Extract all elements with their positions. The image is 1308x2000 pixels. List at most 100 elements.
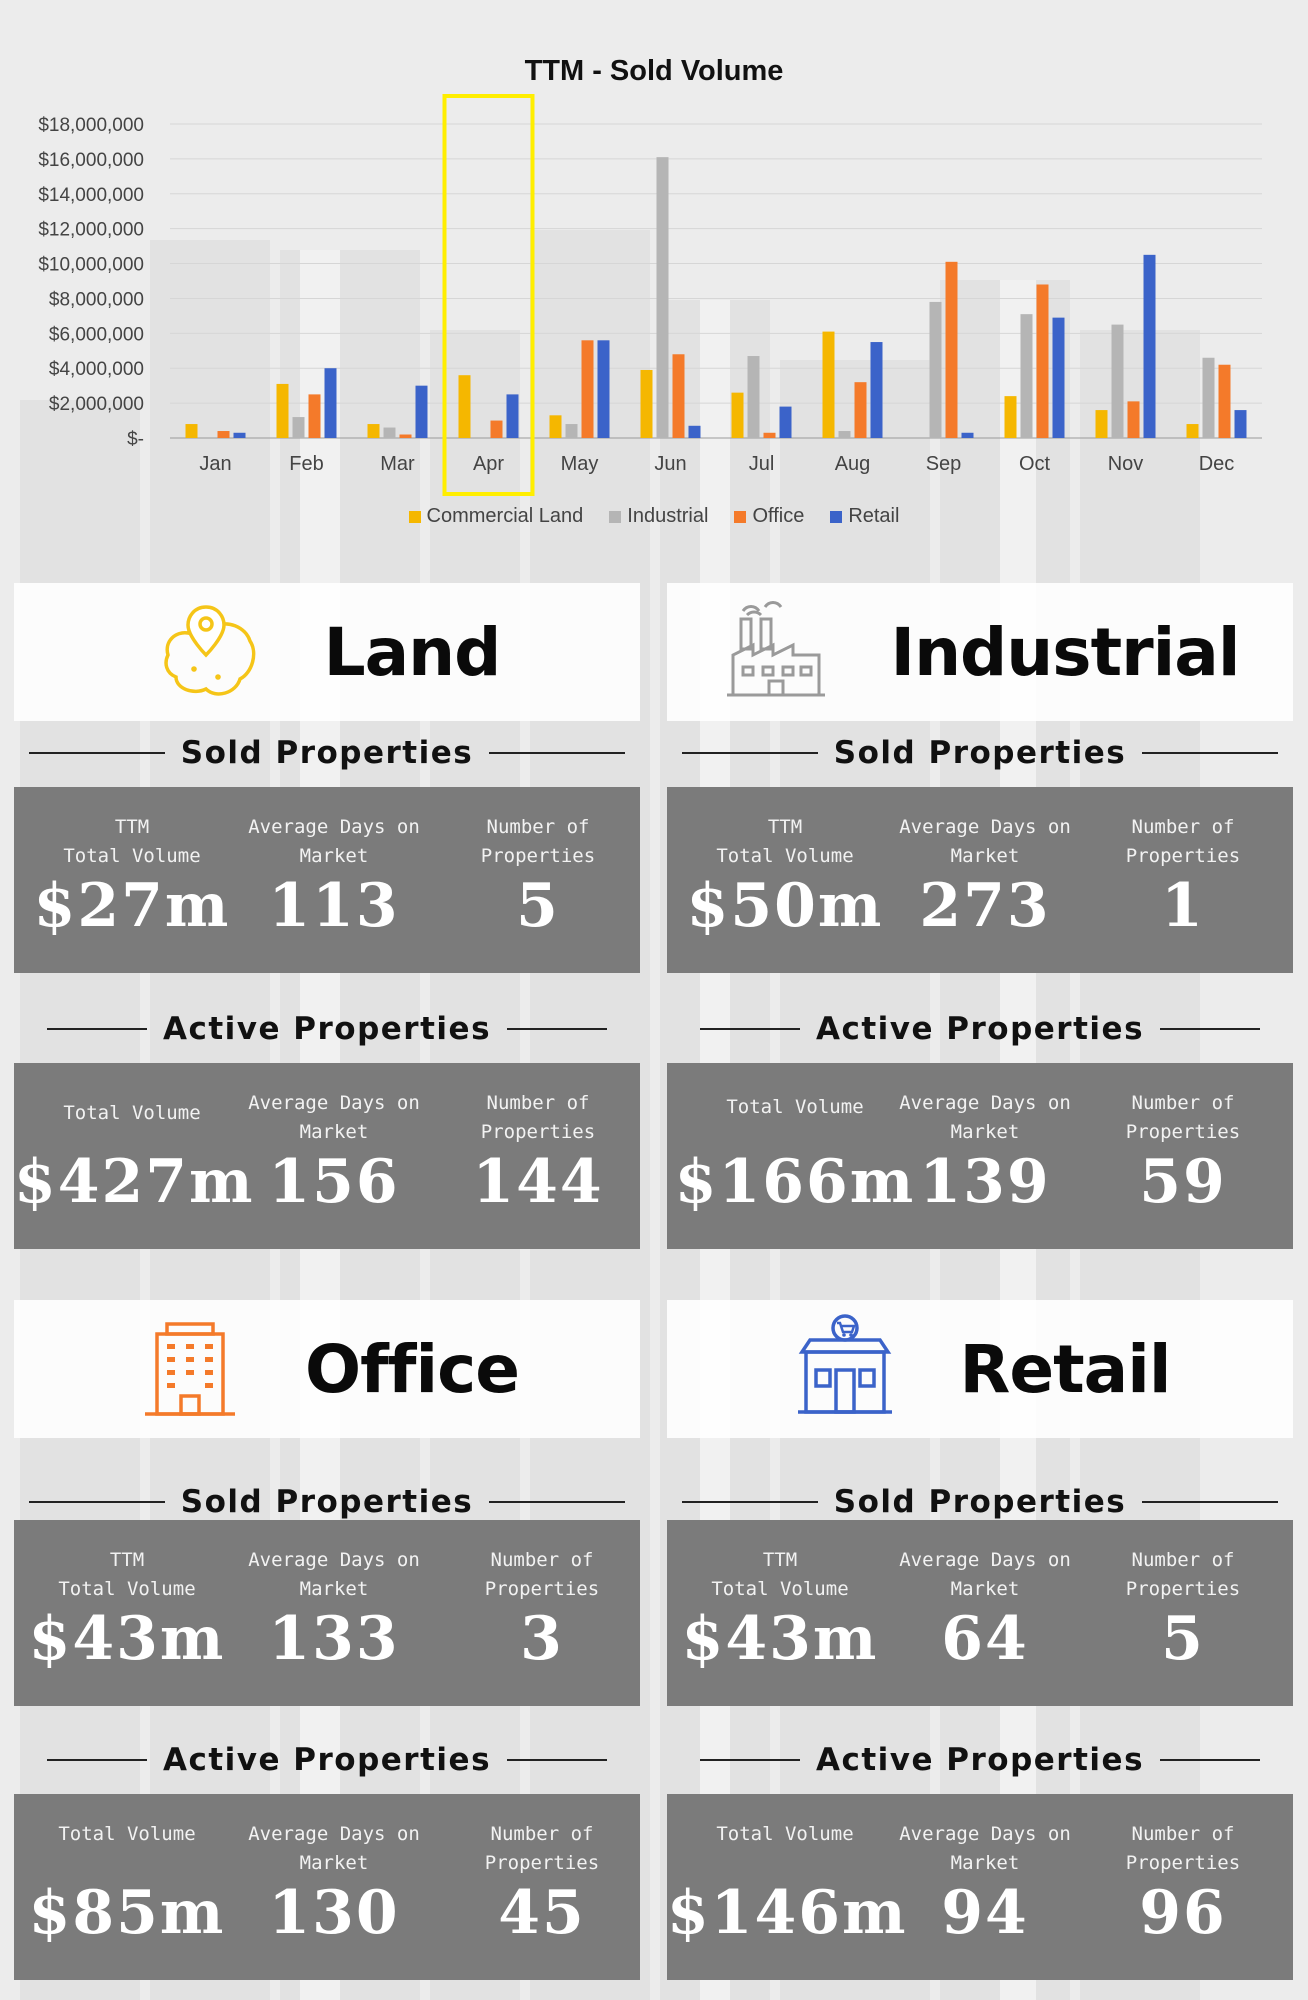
bar (308, 394, 321, 438)
divider (1142, 752, 1279, 754)
land-active-label: Active Properties (14, 1009, 640, 1049)
avg-days-value: 113 (268, 871, 400, 941)
bar (415, 385, 428, 438)
num-properties-value: 45 (498, 1878, 586, 1948)
storefront-cart-icon (797, 1314, 892, 1414)
bar (217, 431, 230, 438)
avg-days-value: 156 (268, 1147, 400, 1217)
legend-swatch (830, 510, 843, 523)
num-properties-value: 5 (1161, 1604, 1205, 1674)
num-properties-label: Number of Properties (1125, 1823, 1241, 1874)
y-tick-label: $14,000,000 (38, 185, 144, 206)
x-tick-label: Dec (1199, 453, 1235, 475)
active-properties-heading: Active Properties (162, 1742, 492, 1778)
land-header: Land (14, 583, 640, 721)
legend-item: Commercial Land (408, 505, 583, 528)
divider (1142, 1501, 1279, 1503)
bar (1186, 424, 1199, 438)
avg-days-value: 139 (919, 1147, 1051, 1217)
divider (46, 1759, 147, 1761)
bar (233, 432, 246, 438)
legend-item: Retail (830, 505, 899, 528)
active-properties-heading: Active Properties (815, 1742, 1145, 1778)
divider (507, 1028, 608, 1030)
y-tick-label: $8,000,000 (49, 289, 144, 310)
bar (656, 157, 669, 438)
bar (672, 354, 685, 438)
num-properties-label: Number of Properties (1125, 1092, 1241, 1143)
avg-days-label: Average Days on Market (248, 1549, 420, 1600)
num-properties-label: Number of Properties (484, 1549, 600, 1600)
total-volume-value: $166m (674, 1147, 916, 1217)
num-properties-value: 1 (1161, 871, 1205, 941)
bar (1202, 357, 1215, 438)
num-properties-label: Number of Properties (1125, 1549, 1241, 1600)
num-properties-value: 3 (520, 1604, 564, 1674)
bar (688, 425, 701, 438)
y-tick-label: $2,000,000 (49, 394, 144, 415)
sold-properties-heading: Sold Properties (180, 1484, 474, 1520)
avg-days-label: Average Days on Market (899, 816, 1071, 867)
num-properties-value: 59 (1139, 1147, 1227, 1217)
bar (1127, 401, 1140, 438)
bar (1020, 314, 1033, 438)
total-volume-label: Total Volume (726, 1096, 864, 1118)
total-volume-value: $50m (686, 871, 884, 941)
sold-volume-chart: TTM - Sold Volume $- $2,000,000 $4,000,000… (0, 0, 1308, 560)
avg-days-value: 130 (268, 1878, 400, 1948)
bar (565, 424, 578, 438)
map-pin-icon (163, 605, 255, 696)
y-tick-label: $6,000,000 (49, 324, 144, 345)
total-volume-value: $27m (33, 871, 231, 941)
sold-properties-heading: Sold Properties (180, 735, 474, 771)
total-volume-value: $427m (14, 1147, 255, 1217)
num-properties-label: Number of Properties (484, 1823, 600, 1874)
legend-label: Retail (848, 505, 900, 527)
total-volume-label: TTM Total Volume (58, 1549, 196, 1600)
chart-legend: Commercial Land Industrial Office Retail (0, 505, 1308, 528)
office-sold-label: Sold Properties (14, 1482, 640, 1522)
bar (399, 434, 412, 438)
bar (1218, 364, 1231, 438)
divider (28, 1501, 165, 1503)
total-volume-value: $43m (681, 1604, 879, 1674)
avg-days-value: 273 (919, 871, 1051, 941)
bar (185, 424, 198, 438)
industrial-active-stats: Total Volume $166m Average Days on Marke… (667, 1063, 1293, 1249)
legend-item: Office (734, 505, 804, 528)
sold-properties-heading: Sold Properties (833, 1484, 1127, 1520)
avg-days-value: 133 (268, 1604, 400, 1674)
bar (838, 431, 851, 438)
num-properties-label: Number of Properties (480, 1092, 596, 1143)
chart-title: TTM - Sold Volume (524, 55, 784, 87)
legend-swatch (408, 510, 421, 523)
bar (1036, 284, 1049, 438)
x-tick-label: Jul (749, 453, 775, 475)
bar (383, 427, 396, 438)
land-sold-label: Sold Properties (14, 733, 640, 773)
bar (779, 406, 792, 438)
x-tick-label: May (561, 453, 599, 475)
bar (961, 432, 974, 438)
office-sold-stats: TTM Total Volume $43m Average Days on Ma… (14, 1520, 640, 1706)
avg-days-value: 94 (941, 1878, 1029, 1948)
num-properties-value: 144 (472, 1147, 604, 1217)
bar (1111, 324, 1124, 438)
divider (46, 1028, 147, 1030)
factory-icon (726, 601, 825, 697)
industrial-active-label: Active Properties (667, 1009, 1293, 1049)
industrial-title: Industrial (890, 613, 1241, 691)
total-volume-value: $146m (667, 1878, 908, 1948)
avg-days-label: Average Days on Market (899, 1092, 1071, 1143)
divider (1160, 1759, 1261, 1761)
bar (597, 340, 610, 438)
bar (822, 331, 835, 438)
legend-swatch (609, 510, 622, 523)
x-tick-label: Nov (1108, 453, 1144, 475)
bar (1052, 317, 1065, 438)
legend-item: Industrial (609, 505, 708, 528)
chart-plot: $- $2,000,000 $4,000,000 $6,000,000 $8,000,0… (38, 94, 1262, 496)
bar (549, 415, 562, 438)
bar (870, 342, 883, 438)
land-sold-stats: TTM Total Volume $27m Average Days on Ma… (14, 787, 640, 973)
